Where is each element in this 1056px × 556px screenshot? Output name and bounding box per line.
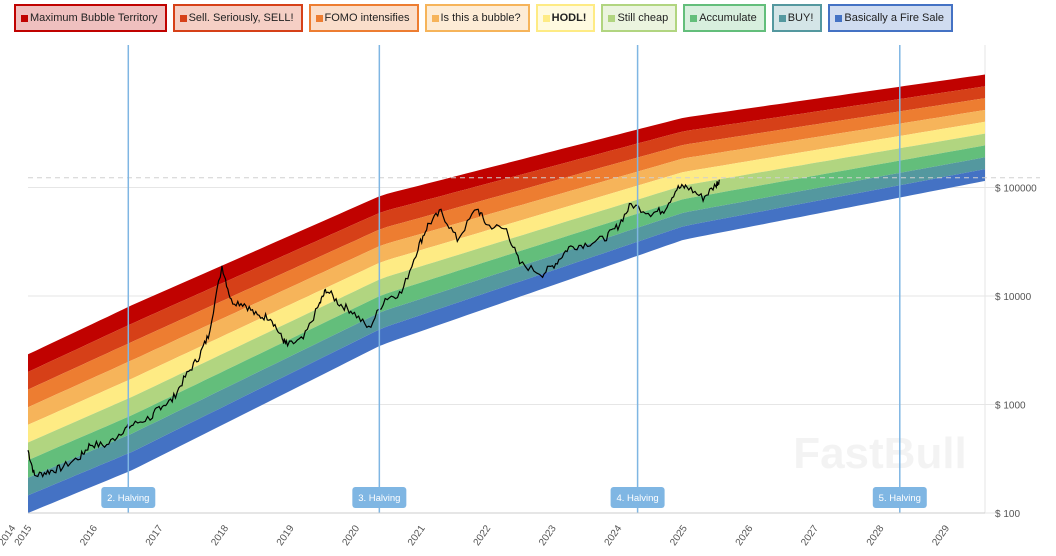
chart-legend: Maximum Bubble Territory Sell. Seriously,… (14, 4, 954, 32)
legend-label: Still cheap (617, 12, 669, 24)
x-tick-label: 2015 (13, 523, 35, 548)
legend-item[interactable]: Is this a bubble? (424, 4, 530, 32)
legend-item[interactable]: Basically a Fire Sale (828, 4, 954, 32)
legend-swatch (690, 14, 698, 22)
y-tick-label: $ 1000 (995, 401, 1026, 412)
x-tick-label: 2027 (799, 523, 821, 548)
legend-item[interactable]: HODL! (535, 4, 596, 32)
halving-label-box (610, 487, 665, 508)
legend-label: FOMO intensifies (324, 12, 410, 24)
y-tick-label: $ 10000 (995, 292, 1032, 303)
legend-swatch (608, 14, 616, 22)
x-tick-label: 2026 (734, 523, 756, 548)
legend-label: Is this a bubble? (440, 12, 521, 24)
halving-label-box (872, 487, 927, 508)
halving-label: 2. Halving (107, 493, 149, 504)
x-tick-label: 2021 (406, 523, 428, 548)
legend-item[interactable]: Sell. Seriously, SELL! (172, 4, 303, 32)
x-tick-label: 2017 (144, 523, 166, 548)
halving-label: 4. Halving (616, 493, 658, 504)
x-tick-label: 2024 (603, 523, 625, 548)
x-tick-label: 2016 (78, 523, 100, 548)
legend-swatch (542, 14, 550, 22)
y-tick-label: $ 100 (995, 509, 1020, 520)
legend-label: Accumulate (699, 12, 757, 24)
legend-swatch (21, 14, 28, 22)
legend-item[interactable]: Accumulate (683, 4, 766, 32)
halving-label-box (352, 487, 407, 508)
legend-swatch (315, 14, 323, 22)
legend-label: HODL! (551, 12, 587, 24)
x-tick-label: 2019 (275, 523, 297, 548)
legend-swatch (431, 14, 439, 22)
x-tick-label: 2018 (209, 523, 231, 548)
legend-item[interactable]: BUY! (771, 4, 823, 32)
legend-item[interactable]: FOMO intensifies (308, 4, 419, 32)
legend-label: BUY! (787, 12, 814, 24)
legend-label: Maximum Bubble Territory (30, 12, 158, 24)
legend-item[interactable]: Still cheap (601, 4, 678, 32)
legend-label: Sell. Seriously, SELL! (188, 12, 294, 24)
x-tick-label: 2025 (668, 523, 690, 548)
btc-price-line (27, 179, 721, 479)
halving-label: 3. Halving (358, 493, 400, 504)
x-tick-label: 2020 (340, 523, 362, 548)
halving-label: 5. Halving (879, 493, 921, 504)
x-tick-label: 2028 (865, 523, 887, 548)
legend-swatch (778, 14, 786, 22)
x-tick-label: 2029 (930, 523, 952, 548)
halving-label-box (101, 487, 156, 508)
legend-item[interactable]: Maximum Bubble Territory (14, 4, 167, 32)
y-tick-label: $ 100000 (995, 184, 1037, 195)
x-tick-label: 2022 (472, 523, 494, 548)
legend-swatch (835, 14, 843, 22)
legend-swatch (179, 14, 187, 22)
legend-label: Basically a Fire Sale (844, 12, 945, 24)
x-tick-label: 2023 (537, 523, 559, 548)
fastbull-watermark: FastBull (793, 429, 967, 478)
